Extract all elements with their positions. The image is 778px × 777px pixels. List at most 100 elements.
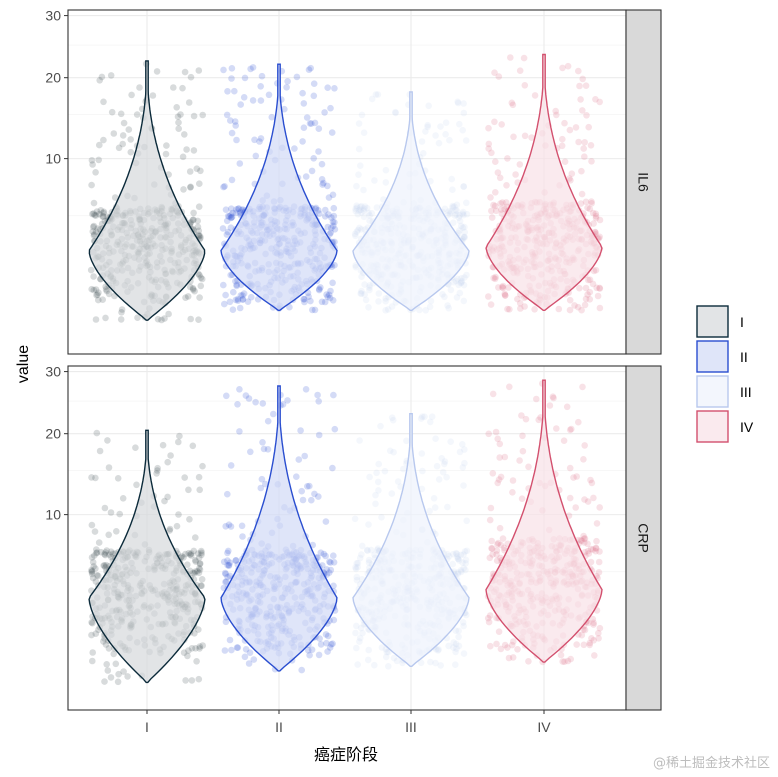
- data-point: [257, 484, 265, 492]
- data-point: [154, 467, 161, 474]
- data-point: [450, 639, 458, 646]
- data-point: [432, 132, 439, 139]
- data-point: [371, 661, 378, 669]
- data-point: [498, 121, 506, 128]
- data-point: [93, 429, 101, 437]
- data-point: [224, 490, 231, 498]
- data-point: [199, 111, 206, 119]
- data-point: [360, 129, 368, 136]
- data-point: [497, 473, 505, 481]
- data-point: [193, 165, 201, 172]
- data-point: [493, 640, 500, 648]
- data-point: [329, 218, 337, 226]
- data-point: [356, 634, 364, 642]
- data-point: [488, 537, 496, 545]
- data-point: [505, 284, 512, 291]
- data-point: [595, 569, 603, 576]
- data-point: [252, 398, 259, 406]
- data-point: [90, 199, 98, 207]
- data-point: [352, 232, 359, 240]
- data-point: [101, 562, 108, 569]
- data-point: [572, 504, 579, 511]
- data-point: [452, 640, 460, 648]
- data-point: [587, 142, 595, 149]
- data-point: [461, 548, 469, 555]
- data-point: [586, 288, 594, 296]
- data-point: [198, 547, 205, 555]
- data-point: [382, 297, 389, 305]
- data-point: [92, 565, 99, 572]
- data-point: [354, 210, 362, 218]
- data-point: [418, 485, 426, 493]
- data-point: [239, 295, 247, 303]
- data-point: [374, 91, 382, 98]
- data-point: [512, 171, 519, 178]
- data-point: [499, 284, 507, 292]
- data-point: [496, 524, 504, 532]
- data-point: [514, 646, 521, 653]
- data-point: [225, 562, 233, 569]
- data-point: [494, 479, 502, 487]
- y-tick-label: 30: [45, 364, 61, 380]
- data-point: [224, 549, 231, 557]
- legend-label: III: [740, 384, 752, 400]
- data-point: [233, 282, 240, 290]
- data-point: [119, 132, 127, 139]
- data-point: [494, 169, 502, 176]
- data-point: [364, 547, 371, 554]
- data-point: [449, 550, 457, 558]
- data-point: [453, 201, 461, 209]
- data-point: [190, 209, 197, 217]
- data-point: [175, 125, 182, 132]
- data-point: [323, 566, 331, 573]
- data-point: [507, 54, 514, 61]
- data-point: [120, 668, 127, 675]
- data-point: [566, 426, 574, 434]
- data-point: [223, 392, 230, 400]
- data-point: [104, 437, 111, 444]
- data-point: [250, 656, 258, 663]
- data-point: [96, 210, 103, 218]
- data-point: [581, 535, 589, 542]
- data-point: [368, 210, 376, 217]
- data-point: [192, 534, 199, 541]
- data-point: [360, 207, 367, 214]
- data-point: [561, 119, 568, 127]
- data-point: [453, 294, 461, 301]
- data-point: [444, 302, 451, 309]
- data-point: [460, 650, 468, 657]
- data-point: [231, 118, 239, 125]
- data-point: [493, 547, 501, 554]
- data-point: [501, 292, 509, 299]
- data-point: [576, 82, 583, 90]
- data-point: [303, 114, 311, 121]
- data-point: [447, 286, 455, 294]
- data-point: [377, 422, 384, 430]
- data-point: [460, 183, 468, 190]
- data-point: [566, 126, 574, 134]
- data-point: [533, 395, 540, 403]
- x-tick-label: II: [275, 719, 283, 735]
- data-point: [485, 618, 493, 626]
- data-point: [592, 210, 600, 218]
- data-point: [561, 658, 568, 665]
- data-point: [162, 150, 170, 158]
- data-point: [484, 614, 492, 622]
- data-point: [181, 131, 188, 138]
- data-point: [128, 91, 135, 99]
- data-point: [578, 631, 586, 639]
- data-point: [196, 566, 204, 573]
- data-point: [226, 298, 234, 306]
- data-point: [582, 284, 590, 292]
- data-point: [88, 566, 95, 574]
- data-point: [499, 199, 506, 206]
- data-point: [226, 213, 233, 220]
- data-point: [103, 561, 110, 569]
- data-point: [96, 141, 103, 149]
- data-point: [518, 495, 526, 503]
- data-point: [516, 161, 524, 168]
- data-point: [456, 217, 464, 225]
- data-point: [508, 641, 516, 649]
- data-point: [293, 73, 301, 81]
